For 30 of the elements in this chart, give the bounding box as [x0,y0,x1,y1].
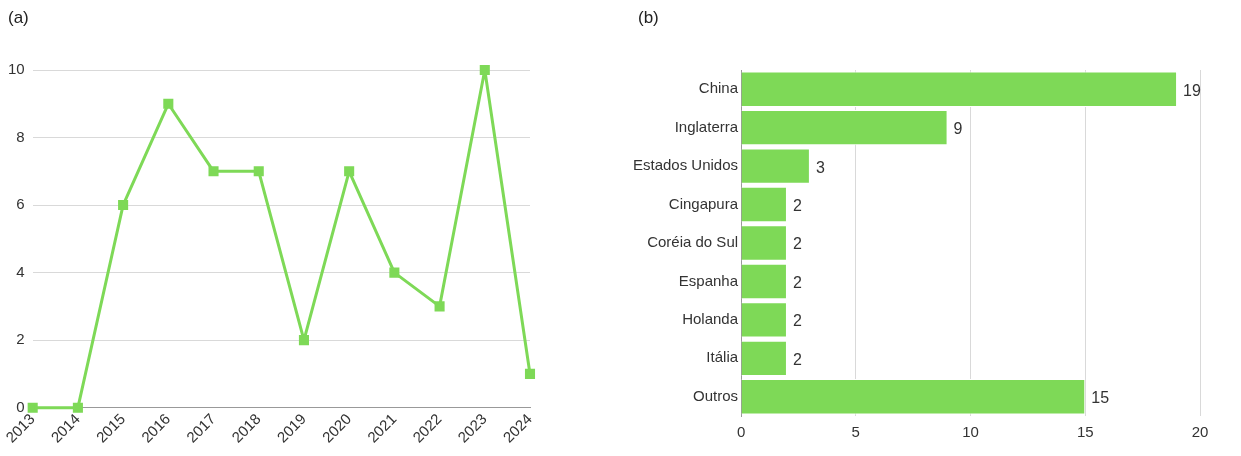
y-tick-label: 10 [8,60,25,78]
y-tick-label: 4 [16,262,25,280]
data-label: 2 [792,350,802,368]
y-tick-label: 8 [16,127,25,145]
y-tick-label: Coréia do Sul [647,233,739,251]
x-tick-label: 5 [851,423,860,441]
y-tick-label: China [698,79,739,97]
y-tick-label: Outros [693,386,739,404]
data-label: 9 [953,120,963,138]
data-label: 2 [792,312,802,330]
chart-title: (b) [638,8,659,28]
y-tick-label: 0 [16,397,25,415]
x-tick-label: 15 [1076,423,1094,441]
data-label: 2 [792,235,802,253]
x-tick-label: 10 [962,423,979,441]
data-label: 2 [792,196,802,214]
data-label: 3 [815,158,825,176]
y-tick-label: Itália [706,348,739,366]
chart-title: (a) [8,8,29,28]
y-tick-label: Espanha [678,271,739,289]
y-tick-label: Estados Unidos [633,156,739,174]
data-label: 2 [792,273,802,291]
y-tick-label: Holanda [682,310,739,328]
x-tick-label: 20 [1191,423,1209,441]
y-tick-label: 6 [16,195,25,213]
y-tick-label: 2 [16,330,25,348]
data-label: 15 [1091,389,1110,407]
y-tick-label: Inglaterra [674,117,739,135]
y-tick-label: Cingapura [668,194,739,212]
data-label: 19 [1183,81,1201,99]
